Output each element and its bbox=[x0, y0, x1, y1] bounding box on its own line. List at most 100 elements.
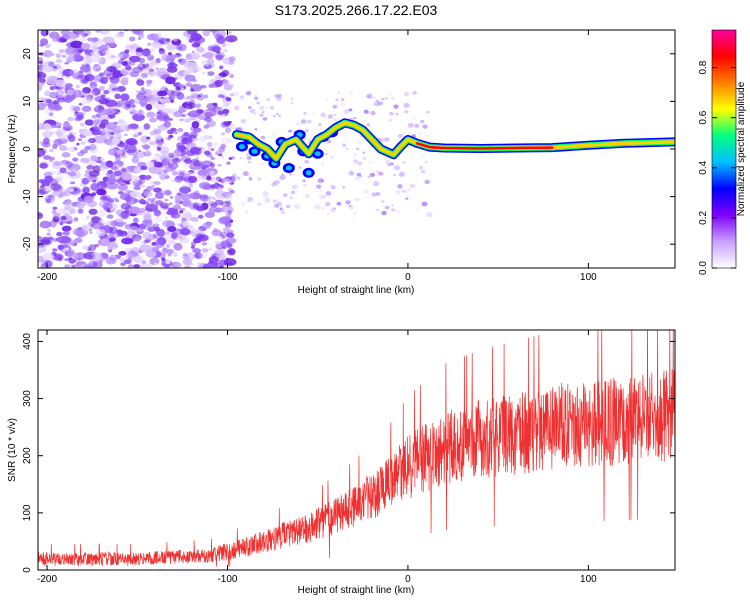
spectrogram-point bbox=[81, 33, 88, 38]
spectrogram-point bbox=[99, 161, 112, 169]
spectrogram-point bbox=[87, 121, 94, 126]
spectrogram-point bbox=[216, 187, 223, 191]
spectrogram-point bbox=[365, 110, 369, 114]
spectrogram-point bbox=[125, 196, 137, 205]
colorbar-ticks: 0.0 0.2 0.4 0.6 0.8 bbox=[698, 60, 736, 275]
spectrogram-point bbox=[156, 114, 170, 122]
spectrogram-point bbox=[220, 142, 227, 150]
spectrogram-point bbox=[210, 170, 216, 176]
spectrogram-point bbox=[146, 42, 152, 46]
spectrogram-point bbox=[272, 132, 277, 136]
spectrogram-point bbox=[129, 175, 141, 182]
spectrogram-point bbox=[182, 220, 189, 227]
spectrogram-point bbox=[163, 121, 172, 128]
spectrogram-point bbox=[103, 224, 110, 231]
spectrogram-point bbox=[182, 199, 192, 208]
spectrogram-point bbox=[264, 197, 271, 203]
spectrogram-point bbox=[89, 81, 98, 90]
spectrogram-point bbox=[167, 226, 177, 232]
spectrogram-point bbox=[107, 148, 119, 156]
spectrogram-point bbox=[348, 205, 355, 210]
spectrogram-point bbox=[125, 238, 134, 244]
spectrogram-point bbox=[190, 83, 203, 92]
spectrogram-point bbox=[219, 65, 224, 70]
spectrogram-point bbox=[254, 96, 259, 100]
spectrogram-point bbox=[80, 42, 92, 50]
spectrogram-point bbox=[210, 157, 216, 160]
spectrogram-point bbox=[416, 207, 419, 210]
spectrogram-point bbox=[114, 32, 125, 39]
spectrogram-point bbox=[127, 225, 139, 233]
spectrogram-point bbox=[168, 152, 175, 158]
y-tick-label: 20 bbox=[22, 48, 33, 60]
spectrogram-point bbox=[143, 239, 149, 244]
spectrogram-point bbox=[113, 170, 122, 176]
spectrogram-point bbox=[388, 92, 393, 96]
spectrogram-point bbox=[140, 165, 148, 170]
spectrogram-point bbox=[214, 199, 224, 206]
spectrogram-point bbox=[332, 105, 337, 109]
spectrogram-point bbox=[225, 97, 232, 102]
spectrogram-point bbox=[153, 216, 163, 223]
spectrogram-point bbox=[329, 207, 336, 213]
spectrogram-point bbox=[226, 138, 234, 144]
spectrogram-point bbox=[192, 66, 202, 73]
spectrogram-point bbox=[182, 254, 190, 260]
spectrogram-point bbox=[257, 202, 262, 207]
spectrogram-point bbox=[179, 118, 184, 122]
spectrogram-point bbox=[190, 162, 202, 169]
spectrogram-point bbox=[56, 231, 63, 237]
spectrogram-point bbox=[136, 110, 146, 116]
spectrogram-point bbox=[148, 117, 158, 123]
spectrogram-point bbox=[137, 63, 143, 67]
spectrogram-point bbox=[43, 49, 53, 58]
spectrogram-point bbox=[176, 92, 185, 100]
spectrogram-point bbox=[66, 163, 81, 172]
spectrogram-point bbox=[227, 247, 236, 256]
spectrogram-point bbox=[118, 184, 128, 191]
spectrogram-point bbox=[133, 30, 144, 36]
spectrogram-point bbox=[89, 231, 93, 235]
spectrogram-point bbox=[125, 103, 132, 109]
spectrogram-point bbox=[228, 56, 236, 62]
spectrogram-point bbox=[86, 215, 90, 220]
spectrogram-point bbox=[320, 189, 323, 192]
spectrogram-point bbox=[199, 195, 209, 202]
spectrogram-point bbox=[367, 175, 371, 179]
spectrogram-point bbox=[92, 260, 103, 268]
spectrogram-point bbox=[403, 103, 410, 109]
spectrogram-point bbox=[409, 183, 416, 189]
spectrogram-point bbox=[92, 63, 102, 72]
spectrogram-point bbox=[103, 89, 110, 95]
colorbar-tick-label: 0.2 bbox=[698, 211, 709, 225]
spectrogram-point bbox=[208, 206, 216, 214]
spectrogram-point bbox=[38, 84, 43, 92]
spectrogram-point bbox=[206, 141, 213, 147]
spectrogram-point bbox=[181, 58, 189, 63]
spectrogram-point bbox=[149, 141, 157, 146]
spectrogram-point bbox=[109, 66, 119, 73]
spectrogram-point bbox=[165, 169, 169, 173]
spectrogram-point bbox=[218, 265, 224, 268]
spectrogram-point bbox=[117, 59, 124, 64]
spectrogram-point bbox=[100, 76, 109, 85]
spectrogram-point bbox=[116, 229, 122, 234]
spectrogram-point bbox=[56, 72, 61, 76]
spectrogram-point bbox=[77, 254, 84, 259]
spectrogram-point bbox=[50, 200, 54, 204]
spectrogram-point bbox=[114, 93, 121, 100]
spectrogram-point bbox=[209, 162, 216, 168]
spectrogram-point bbox=[49, 86, 55, 91]
snr-frame bbox=[37, 329, 676, 571]
spectrogram-point bbox=[239, 157, 242, 160]
spectrogram-point bbox=[225, 194, 233, 201]
spectrogram-point bbox=[248, 176, 253, 180]
spectrogram-point bbox=[196, 205, 206, 212]
spectrogram-point bbox=[170, 99, 175, 103]
spectrogram-point bbox=[77, 49, 83, 53]
spectrogram-point bbox=[213, 141, 219, 147]
spectrogram-point bbox=[245, 211, 249, 214]
spectrogram-point bbox=[116, 89, 120, 92]
spectrogram-point bbox=[105, 160, 114, 168]
spectrogram-point bbox=[290, 190, 296, 195]
